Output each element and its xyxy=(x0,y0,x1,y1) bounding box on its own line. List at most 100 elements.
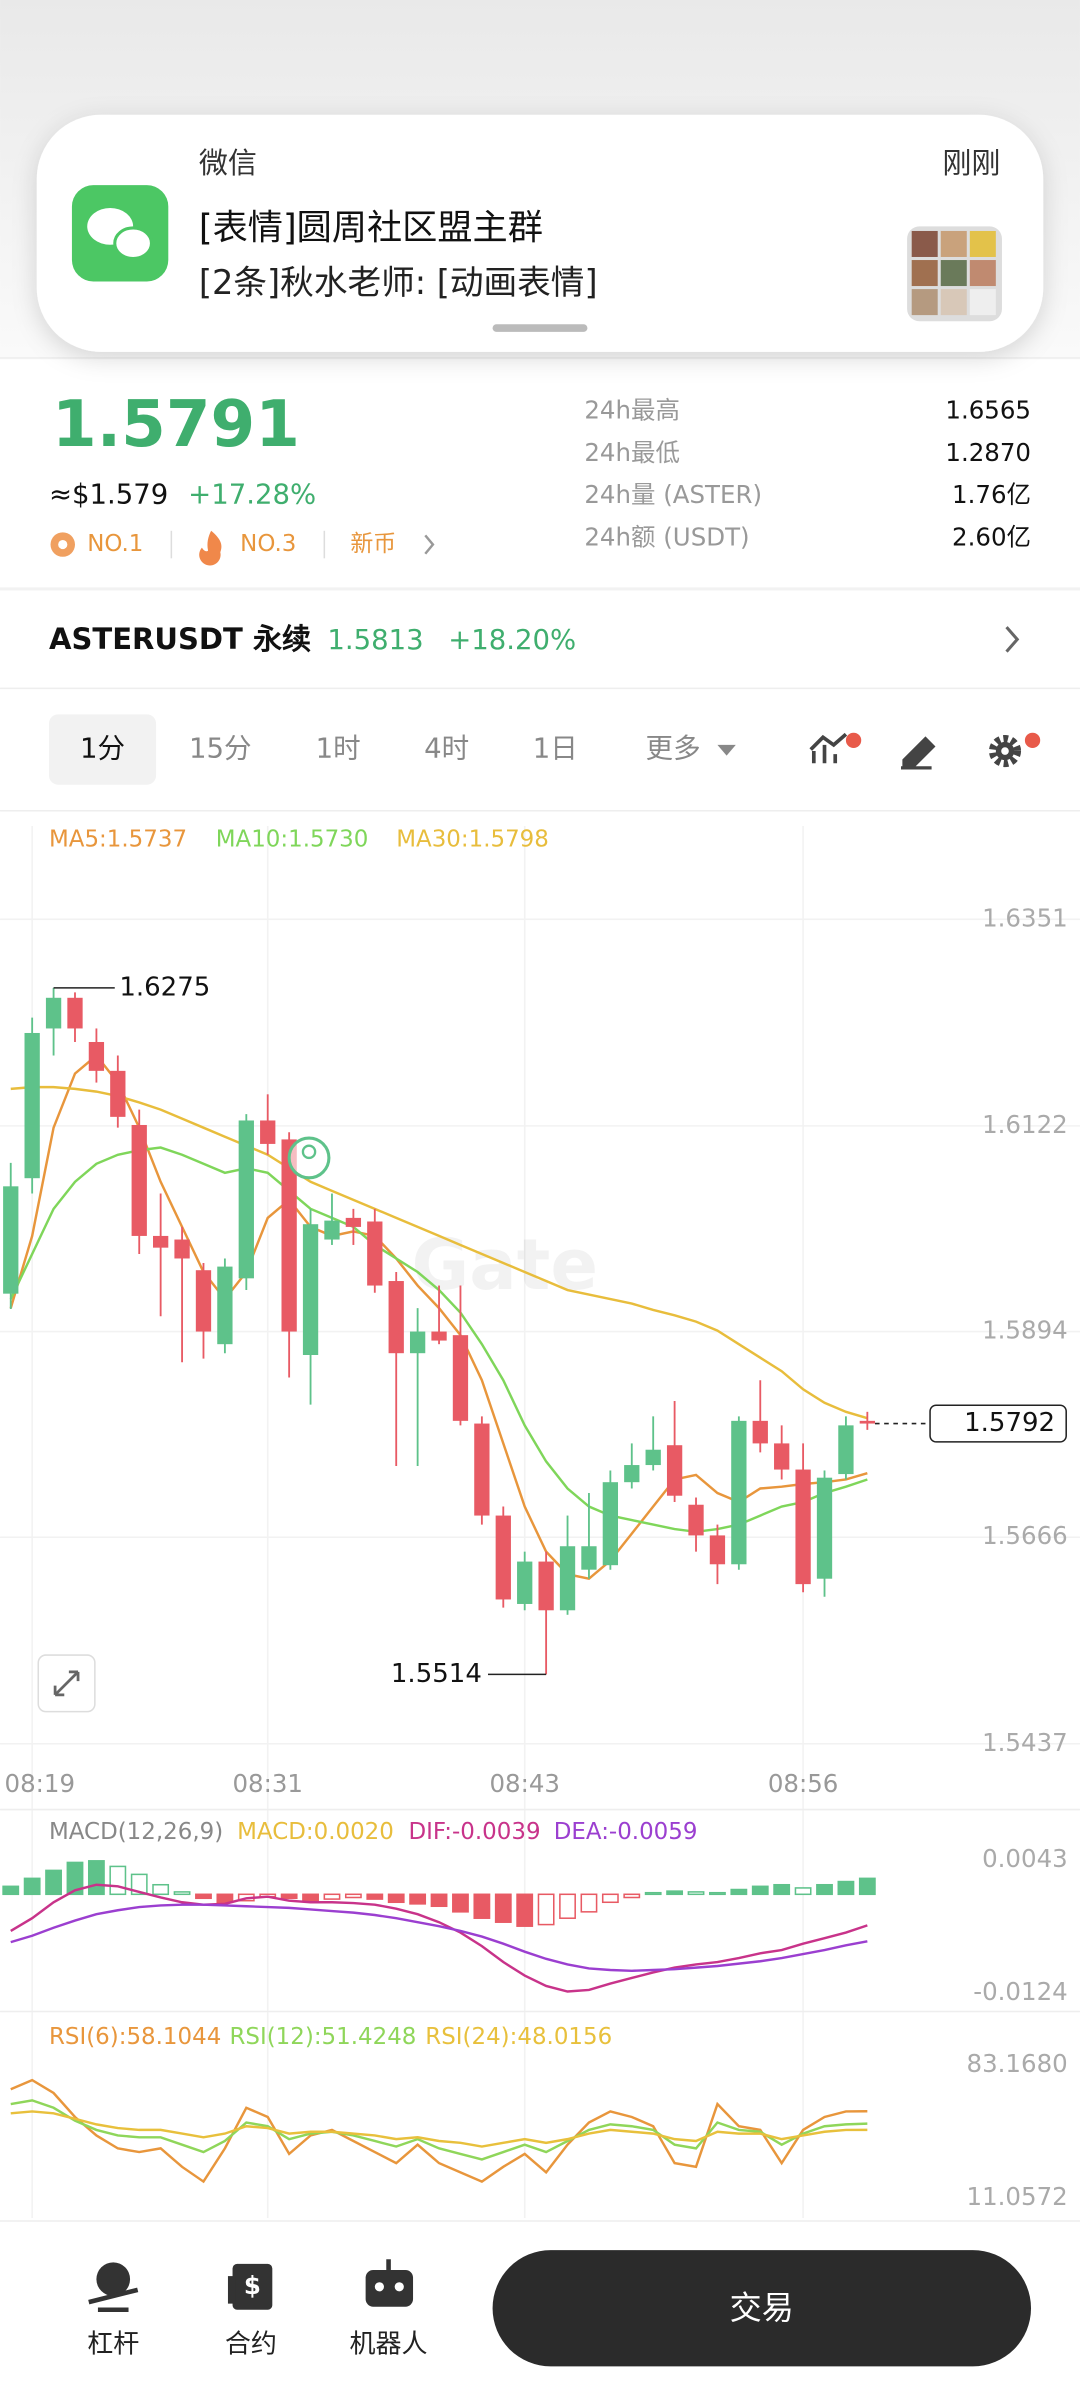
indicator-line xyxy=(10,2078,868,2184)
nav-leverage[interactable]: 杠杆 xyxy=(87,2262,139,2359)
stat-label: 24h最低 xyxy=(584,438,680,467)
stat-value: 1.2870 xyxy=(945,438,1031,467)
timeframe[interactable]: 1日 xyxy=(533,733,578,765)
macd-bar xyxy=(601,1893,619,1904)
candle-body xyxy=(281,1139,297,1332)
macd-bar xyxy=(751,1885,769,1896)
candle-body xyxy=(3,1186,19,1294)
time: 刚刚 xyxy=(942,146,1000,180)
candle-body xyxy=(345,1217,362,1227)
expand-button[interactable] xyxy=(37,1654,96,1713)
macd-bar xyxy=(66,1861,84,1896)
stat-label: 24h额 (USDT) xyxy=(584,523,749,552)
user-marker-head xyxy=(301,1144,317,1160)
indicator-button[interactable] xyxy=(809,732,862,764)
macd-bar xyxy=(173,1891,191,1896)
notification-card[interactable] xyxy=(36,114,1044,352)
macd-bar xyxy=(794,1887,812,1896)
candle-body xyxy=(581,1546,597,1570)
trade-button[interactable] xyxy=(492,2250,1032,2367)
indicator-line xyxy=(10,2110,868,2148)
macd-bar xyxy=(494,1893,512,1923)
macd-bar xyxy=(730,1888,748,1896)
macd-bar xyxy=(837,1880,855,1896)
last-price: 1.5791 xyxy=(52,387,300,462)
settings-button[interactable] xyxy=(988,732,1041,768)
notification[interactable]: 微信 刚刚 [表情]圆周社区盟主群 [2条]秋水老师: [动画表情] xyxy=(36,114,1044,352)
macd-bar xyxy=(45,1869,62,1896)
chart-area: 24h最高 1.6565 24h最低 1.2870 24h量 (ASTER) 1.76亿 2… xyxy=(0,395,1080,2218)
candle-body xyxy=(24,1032,40,1179)
macd-bar xyxy=(280,1893,298,1900)
candle-body xyxy=(302,1224,319,1356)
perpetual-row[interactable]: ASTERUSDT 永续 1.5813 +18.20% xyxy=(49,622,1020,656)
macd-bar xyxy=(816,1883,833,1896)
usd-price: ≈$1.579 xyxy=(49,479,168,511)
timeframe[interactable]: 15分 xyxy=(189,733,252,765)
perpetual-name[interactable]: ASTERUSDT 永续 xyxy=(49,622,311,656)
macd-bar xyxy=(2,1885,20,1896)
nav-futures[interactable]: $ 合约 xyxy=(225,2263,277,2360)
candle-body xyxy=(409,1331,426,1354)
x-tick-label: 08:31 xyxy=(232,1769,303,1798)
candle-body xyxy=(431,1331,447,1341)
legend: RSI(6):58.1044 xyxy=(49,2024,221,2050)
stat-label: 24h量 (ASTER) xyxy=(584,480,762,509)
x-tick-label: 08:43 xyxy=(489,1769,560,1798)
macd-bar xyxy=(858,1877,876,1896)
legend: MA30:1.5798 xyxy=(396,826,549,852)
candle-body xyxy=(195,1270,212,1332)
macd-title: MACD(12,26,9) xyxy=(49,1819,223,1845)
y-tick-label: 0.0043 xyxy=(982,1844,1068,1873)
notification-message: [2条]秋水老师: [动画表情] xyxy=(199,263,598,302)
notification-title: [表情]圆周社区盟主群 xyxy=(199,207,543,248)
candle-body xyxy=(45,997,62,1029)
macd-bar xyxy=(473,1893,491,1919)
svg-text:$: $ xyxy=(244,2271,261,2300)
macd-bar xyxy=(516,1893,534,1927)
timeframe[interactable]: 1分 xyxy=(80,733,125,765)
draw-button[interactable] xyxy=(900,736,936,770)
nav-bot[interactable]: 机器人 xyxy=(350,2259,428,2359)
candle-body xyxy=(324,1220,340,1240)
timeframe[interactable]: 1时 xyxy=(316,733,361,765)
candle-body xyxy=(709,1535,726,1565)
y-tick-label: -0.0124 xyxy=(973,1977,1067,2006)
y-tick-label: 11.0572 xyxy=(967,2182,1068,2211)
macd-bar xyxy=(366,1893,384,1900)
indicator-line xyxy=(10,1883,868,1993)
macd-bar xyxy=(344,1893,362,1899)
timeframe-more[interactable]: 更多 xyxy=(646,733,701,765)
dropdown-arrow xyxy=(717,744,736,756)
candle-body xyxy=(774,1443,790,1470)
candle-body xyxy=(602,1482,619,1566)
legend: DIF:-0.0039 xyxy=(408,1819,540,1845)
indicator-line xyxy=(10,1903,868,1973)
candle-body xyxy=(559,1546,576,1611)
badge: NO.1 xyxy=(87,531,143,557)
macd-bar xyxy=(216,1893,234,1904)
candle-body xyxy=(388,1281,404,1354)
candle-body xyxy=(174,1239,190,1259)
candle-body xyxy=(752,1420,768,1444)
macd-bar xyxy=(623,1893,641,1899)
low-label: 1.5514 xyxy=(391,1659,482,1689)
y-tick-label: 1.5437 xyxy=(982,1728,1068,1757)
badge[interactable]: 新币 xyxy=(350,531,396,557)
high-label: 1.6275 xyxy=(119,972,210,1002)
rank-icon-dot xyxy=(58,539,68,550)
candle-body xyxy=(666,1445,683,1496)
icon-bubble xyxy=(113,226,154,261)
y-tick-label: 83.1680 xyxy=(967,2049,1068,2078)
macd-bar xyxy=(23,1877,41,1896)
x-tick-label: 08:19 xyxy=(5,1769,76,1798)
macd-bar xyxy=(195,1893,212,1900)
y-tick-label: 1.5666 xyxy=(982,1521,1068,1550)
candle-body xyxy=(153,1235,169,1248)
macd-bar xyxy=(452,1893,469,1913)
timeframe[interactable]: 4时 xyxy=(424,733,469,765)
hot-icon xyxy=(199,530,222,566)
macd-bar xyxy=(323,1893,341,1900)
macd-bar xyxy=(559,1893,576,1919)
macd-bar xyxy=(430,1893,448,1908)
